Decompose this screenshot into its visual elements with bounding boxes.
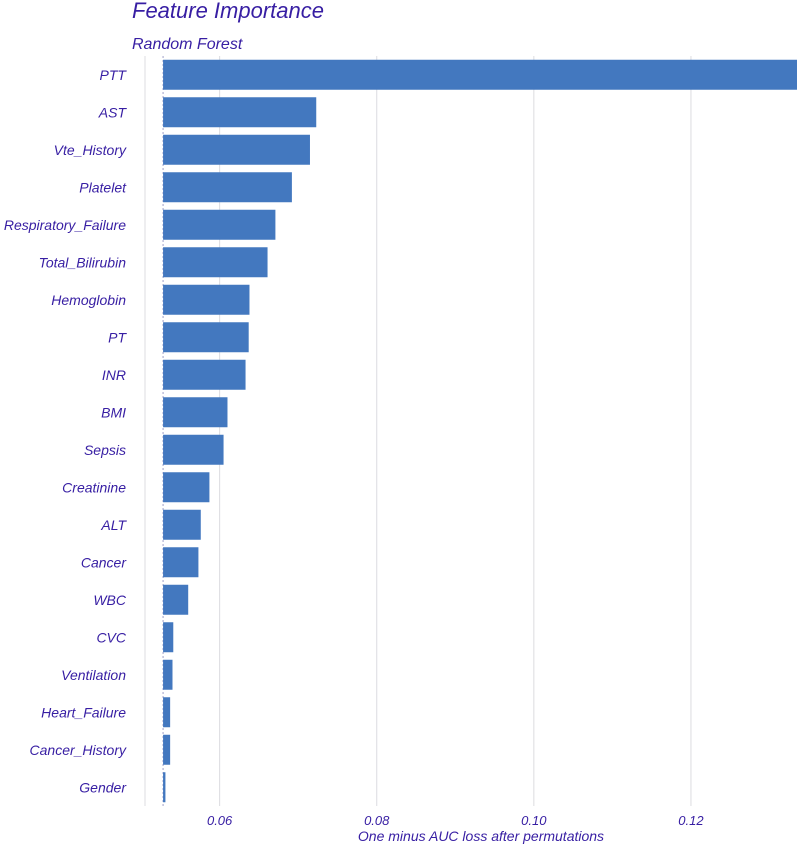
bar-platelet <box>163 172 292 203</box>
bar-inr <box>163 359 246 390</box>
feature-label: CVC <box>96 629 126 645</box>
x-axis-title: One minus AUC loss after permutations <box>358 828 604 844</box>
feature-label: WBC <box>93 592 127 608</box>
feature-label: Hemoglobin <box>51 292 126 308</box>
feature-label: Gender <box>79 779 127 795</box>
feature-labels: PTT AST Vte_History Platelet Respiratory_Fai… <box>4 67 128 796</box>
x-tick-label: 0.12 <box>678 813 704 828</box>
feature-label: Creatinine <box>62 479 126 495</box>
bar-heart-failure <box>163 697 171 728</box>
bar-ventilation <box>163 659 173 690</box>
bar-wbc <box>163 584 189 615</box>
feature-label: ALT <box>100 517 127 533</box>
bar-hemoglobin <box>163 284 250 315</box>
bar-creatinine <box>163 472 210 503</box>
feature-label: INR <box>102 367 126 383</box>
feature-label: BMI <box>101 404 126 420</box>
bar-bmi <box>163 397 228 428</box>
grid-lines <box>144 56 692 806</box>
feature-label: Total_Bilirubin <box>39 254 127 270</box>
bar-respiratory-failure <box>163 209 276 240</box>
feature-label: Vte_History <box>54 142 127 158</box>
feature-label: PT <box>108 329 127 345</box>
x-tick-label: 0.06 <box>207 813 233 828</box>
feature-label: Platelet <box>79 179 127 195</box>
bar-sepsis <box>163 434 224 465</box>
bar-alt <box>163 509 201 540</box>
feature-label: Ventilation <box>61 667 126 683</box>
bar-gender <box>163 772 166 803</box>
bar-ptt <box>163 59 797 90</box>
bar-pt <box>163 322 249 353</box>
bar-cvc <box>163 622 174 653</box>
x-axis-ticks: 0.06 0.08 0.10 0.12 <box>207 813 704 828</box>
feature-label: Sepsis <box>84 442 126 458</box>
feature-label: Cancer_History <box>30 742 127 758</box>
chart-title: Feature Importance <box>132 0 324 23</box>
x-tick-label: 0.08 <box>364 813 390 828</box>
feature-label: Respiratory_Failure <box>4 217 126 233</box>
feature-label: Cancer <box>81 554 127 570</box>
bar-vte-history <box>163 134 310 165</box>
feature-label: AST <box>98 104 128 120</box>
bar-cancer-history <box>163 734 171 765</box>
feature-label: Heart_Failure <box>41 704 126 720</box>
x-tick-label: 0.10 <box>521 813 547 828</box>
feature-label: PTT <box>100 67 128 83</box>
bars <box>163 59 797 803</box>
bar-cancer <box>163 547 199 578</box>
bar-ast <box>163 97 317 128</box>
bar-total-bilirubin <box>163 247 268 278</box>
chart-subtitle: Random Forest <box>132 36 243 53</box>
